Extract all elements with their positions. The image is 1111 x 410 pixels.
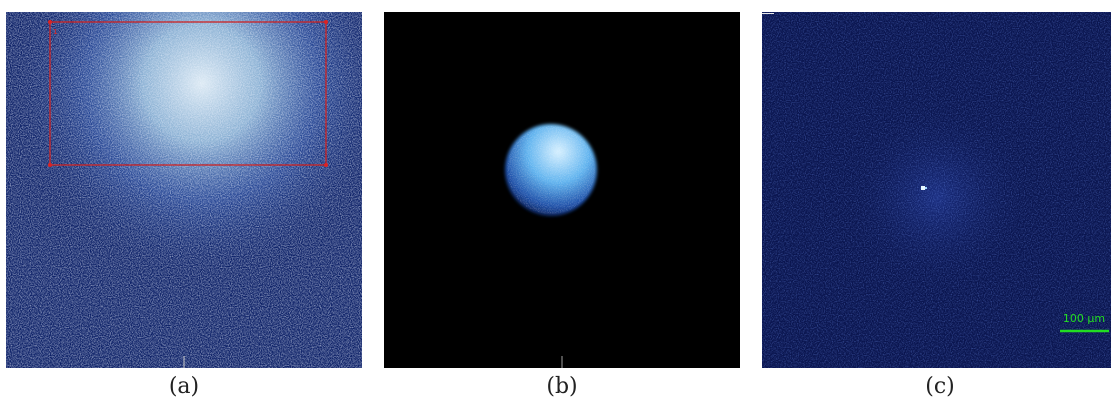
image-panel-b bbox=[384, 12, 740, 368]
caption-a: (a) bbox=[168, 374, 200, 399]
caption-b: (b) bbox=[546, 374, 578, 399]
caption-c: (c) bbox=[925, 374, 955, 399]
image-c-canvas: 100 µm bbox=[762, 12, 1111, 368]
image-panel-c: 100 µm bbox=[762, 12, 1111, 368]
roi-rectangle bbox=[49, 21, 327, 166]
image-b-canvas bbox=[384, 12, 740, 368]
roi-label: 1 bbox=[53, 28, 57, 36]
scale-bar-label: 100 µm bbox=[1063, 312, 1105, 325]
bright-dot bbox=[921, 186, 925, 190]
image-a-canvas: 1 bbox=[6, 12, 362, 368]
image-panel-a: 1 bbox=[6, 12, 362, 368]
